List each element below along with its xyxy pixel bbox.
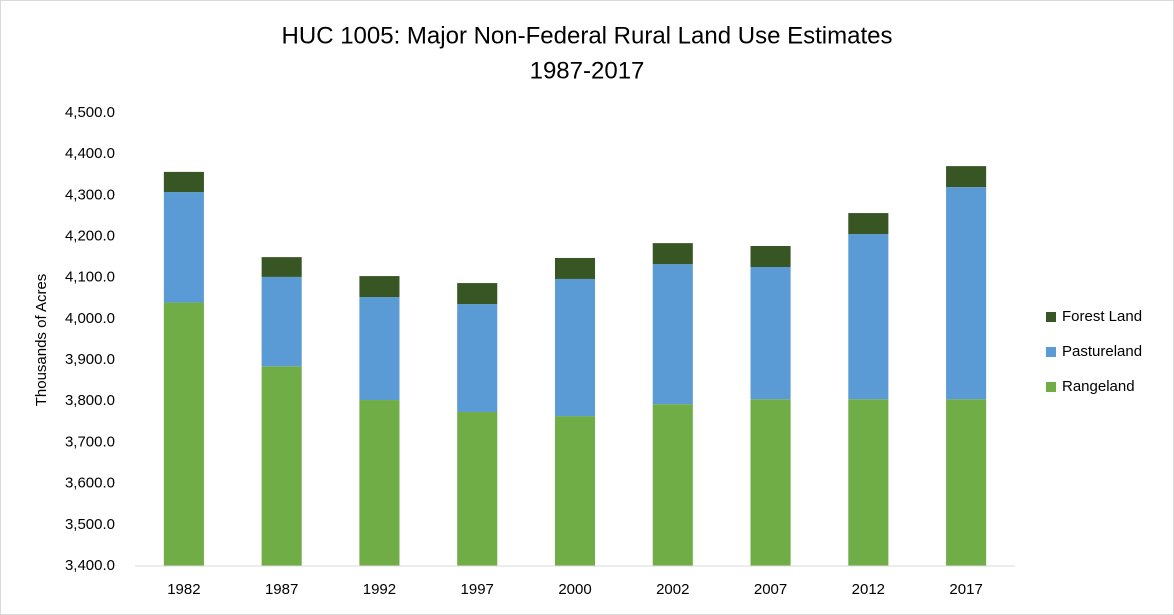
bar-segment (652, 264, 693, 405)
legend-swatch (1046, 382, 1056, 392)
bar-segment (457, 411, 498, 566)
x-tick-label: 2012 (852, 581, 885, 598)
bar-segment (946, 399, 987, 566)
y-tick-label: 4,500.0 (65, 104, 115, 121)
x-tick-label: 2007 (754, 581, 787, 598)
bar-segment (750, 399, 791, 566)
y-tick-label: 4,300.0 (65, 186, 115, 203)
y-tick-label: 4,400.0 (65, 145, 115, 162)
bar-segment (457, 283, 498, 305)
bar-segment (750, 267, 791, 400)
legend-label: Rangeland (1062, 378, 1135, 395)
bar-segment (359, 400, 400, 566)
bar-segment (652, 404, 693, 566)
bar-segment (457, 304, 498, 412)
bar-segment (359, 297, 400, 401)
x-tick-label: 1982 (167, 581, 200, 598)
bar-segment (163, 171, 204, 193)
bar-segment (261, 276, 302, 367)
bar-segment (261, 257, 302, 277)
bar-segment (554, 278, 596, 417)
bar-segment (554, 416, 596, 566)
y-tick-label: 4,100.0 (65, 269, 115, 286)
bar-segment (163, 302, 204, 566)
x-tick-label: 2000 (558, 581, 591, 598)
x-tick-label: 2017 (949, 581, 982, 598)
y-axis-label: Thousands of Acres (33, 274, 50, 407)
bar-segment (848, 234, 889, 400)
bar-segment (848, 399, 889, 566)
y-tick-label: 4,000.0 (65, 310, 115, 327)
x-tick-label: 1987 (265, 581, 298, 598)
bar-segment (652, 243, 693, 265)
legend-swatch (1046, 347, 1056, 357)
bar-segment (750, 246, 791, 268)
x-tick-label: 1992 (363, 581, 396, 598)
y-tick-label: 3,600.0 (65, 475, 115, 492)
bar-segment (946, 166, 987, 188)
bar-segment (163, 192, 204, 303)
y-tick-label: 4,200.0 (65, 228, 115, 245)
legend-swatch (1046, 312, 1056, 322)
y-tick-label: 3,500.0 (65, 516, 115, 533)
y-tick-label: 3,900.0 (65, 351, 115, 368)
legend-label: Pastureland (1062, 343, 1142, 360)
y-tick-label: 3,700.0 (65, 433, 115, 450)
x-tick-label: 2002 (656, 581, 689, 598)
y-tick-label: 3,800.0 (65, 392, 115, 409)
x-tick-label: 1997 (461, 581, 494, 598)
legend-label: Forest Land (1062, 308, 1142, 325)
bar-segment (946, 187, 987, 400)
chart-title: HUC 1005: Major Non-Federal Rural Land U… (282, 22, 893, 49)
bar-segment (261, 366, 302, 566)
chart-subtitle: 1987-2017 (530, 57, 645, 84)
bar-segment (554, 257, 596, 279)
bar-segment (848, 213, 889, 235)
bar-segment (359, 276, 400, 298)
y-tick-label: 3,400.0 (65, 557, 115, 574)
